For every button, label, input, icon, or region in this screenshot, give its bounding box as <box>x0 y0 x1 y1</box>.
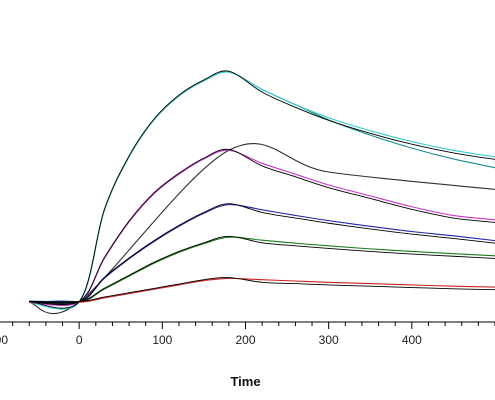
x-tick-label: 100 <box>152 333 172 347</box>
series-line <box>29 204 495 305</box>
x-tick-label: -100 <box>0 333 8 347</box>
fit-line <box>29 70 495 309</box>
x-ticks: -100 0 100 200 300 400 <box>0 322 495 347</box>
x-axis-title: Time <box>230 374 260 389</box>
fit-line <box>29 203 495 304</box>
x-tick-label: 200 <box>235 333 255 347</box>
fit-line <box>29 235 495 303</box>
series-line <box>29 236 495 304</box>
fit-line <box>29 277 495 303</box>
series-line <box>29 149 495 307</box>
series-line <box>29 71 495 310</box>
x-tick-label: 300 <box>319 333 339 347</box>
series-layer <box>29 71 495 315</box>
series-line <box>29 71 495 310</box>
series-line <box>29 277 495 304</box>
fit-layer <box>29 70 495 309</box>
fit-line <box>29 148 495 306</box>
x-tick-label: 400 <box>402 333 422 347</box>
x-tick-label: 0 <box>76 333 83 347</box>
